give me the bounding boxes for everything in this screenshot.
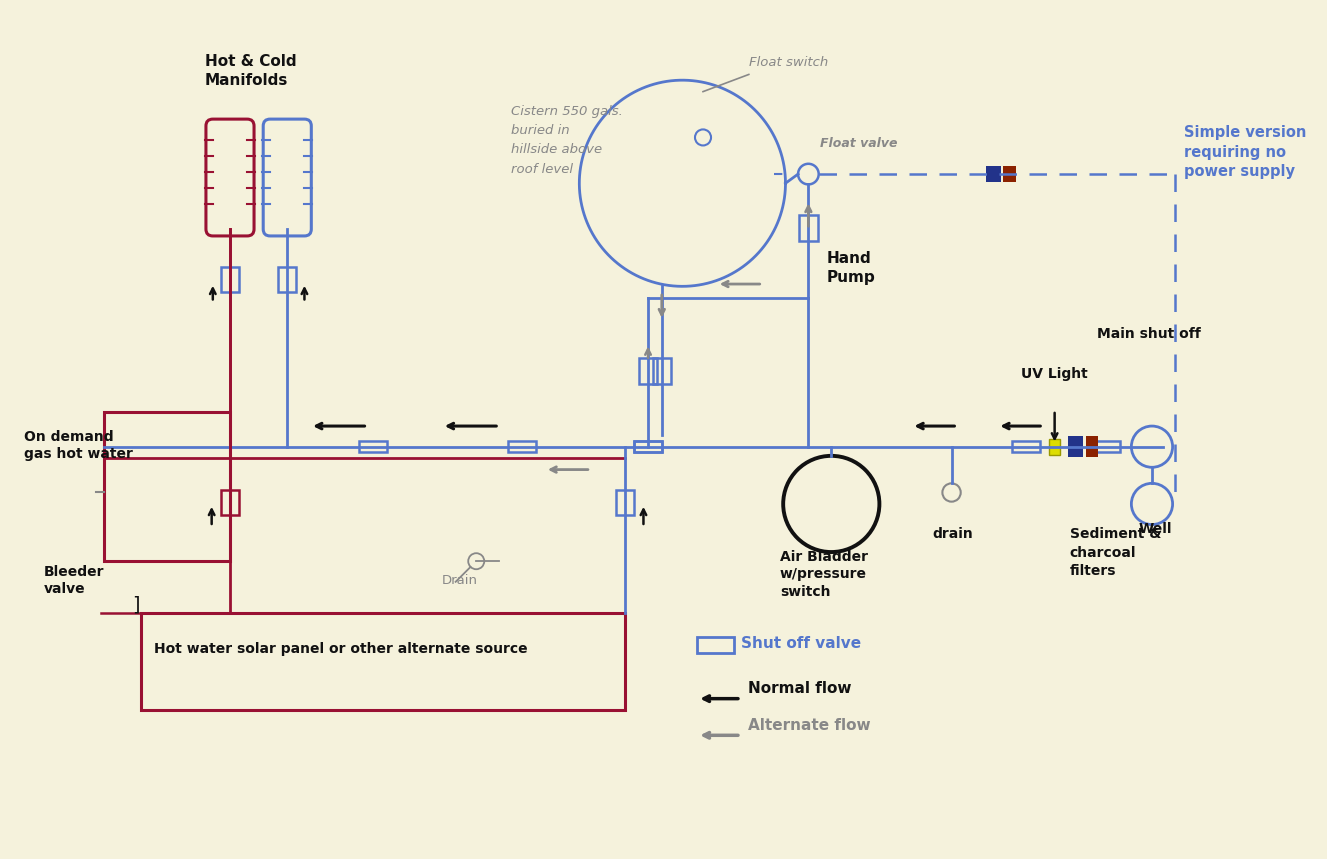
Text: gas hot water: gas hot water [24, 448, 133, 461]
Bar [634, 441, 662, 453]
Text: Bleeder: Bleeder [44, 565, 104, 579]
Text: switch: switch [780, 585, 831, 599]
Text: Sediment &: Sediment & [1070, 527, 1161, 541]
Bar [653, 358, 671, 384]
Text: Float switch: Float switch [748, 57, 828, 70]
Bar [141, 612, 625, 710]
Text: ]: ] [133, 595, 141, 614]
Text: Shut off valve: Shut off valve [740, 637, 861, 651]
Text: On demand: On demand [24, 430, 113, 444]
Text: roof level: roof level [511, 163, 572, 176]
Text: Simple version: Simple version [1184, 125, 1306, 140]
Text: power supply: power supply [1184, 164, 1295, 180]
Bar [799, 216, 817, 241]
Text: drain: drain [932, 527, 973, 541]
Bar [638, 358, 657, 384]
Bar [697, 637, 734, 653]
Bar [360, 441, 387, 453]
Text: Float valve: Float valve [820, 137, 897, 149]
Bar [1092, 441, 1120, 453]
Text: Hot & Cold: Hot & Cold [204, 54, 296, 70]
Text: requiring no: requiring no [1184, 145, 1286, 160]
Bar [1085, 436, 1099, 457]
Text: Pump: Pump [827, 270, 876, 284]
Text: Drain: Drain [442, 574, 478, 587]
Bar [508, 441, 536, 453]
Text: Hand: Hand [827, 252, 872, 266]
Text: Alternate flow: Alternate flow [747, 717, 871, 733]
Bar [634, 441, 662, 453]
Text: charcoal: charcoal [1070, 545, 1136, 559]
Bar [104, 412, 230, 561]
Bar [1013, 441, 1040, 453]
Text: buried in: buried in [511, 124, 569, 137]
Text: w/pressure: w/pressure [780, 568, 867, 582]
Bar [986, 166, 1001, 182]
Bar [616, 490, 634, 515]
Bar [220, 490, 239, 515]
Text: Well: Well [1139, 521, 1172, 535]
Text: filters: filters [1070, 564, 1116, 578]
Bar [1068, 436, 1083, 457]
Bar [1048, 439, 1060, 454]
Text: Cistern 550 gals.: Cistern 550 gals. [511, 105, 622, 118]
Text: UV Light: UV Light [1022, 367, 1088, 381]
Bar [279, 267, 296, 292]
Text: Manifolds: Manifolds [204, 73, 288, 88]
Text: Main shut off: Main shut off [1097, 327, 1201, 341]
Bar [220, 267, 239, 292]
Text: Hot water solar panel or other alternate source: Hot water solar panel or other alternate… [154, 642, 528, 655]
Bar [1003, 166, 1015, 182]
Text: Normal flow: Normal flow [747, 681, 851, 696]
Text: valve: valve [44, 582, 85, 596]
Text: Air Bladder: Air Bladder [780, 551, 868, 564]
Text: hillside above: hillside above [511, 143, 601, 156]
